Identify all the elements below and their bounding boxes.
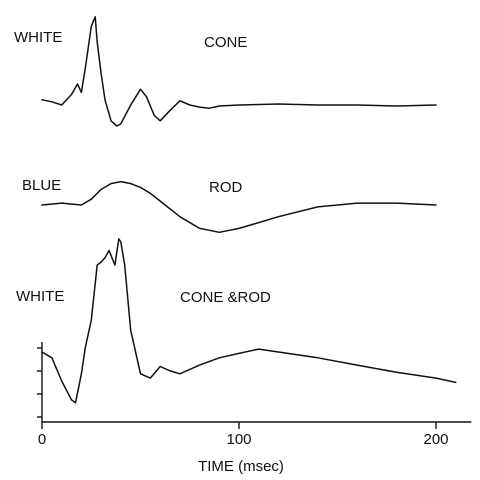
trace-cone-rod-white [41, 238, 457, 404]
x-tick-label-2: 200 [423, 431, 448, 448]
trace-cone-white [41, 16, 437, 127]
trace-2-response-label: ROD [209, 179, 243, 196]
x-ticks: 0 100 200 [38, 422, 449, 448]
trace-3-response-label: CONE &ROD [180, 289, 271, 306]
trace-1-stimulus-label: WHITE [14, 29, 62, 46]
axes: 0 100 200 [37, 342, 472, 448]
trace-rod-blue [41, 180, 437, 234]
x-axis-title: TIME (msec) [198, 458, 284, 475]
trace-2-stimulus-label: BLUE [22, 177, 61, 194]
trace-1-response-label: CONE [204, 34, 247, 51]
x-tick-label-0: 0 [38, 431, 46, 448]
trace-3-stimulus-label: WHITE [16, 288, 64, 305]
y-ticks [37, 347, 42, 418]
x-tick-label-1: 100 [226, 431, 251, 448]
